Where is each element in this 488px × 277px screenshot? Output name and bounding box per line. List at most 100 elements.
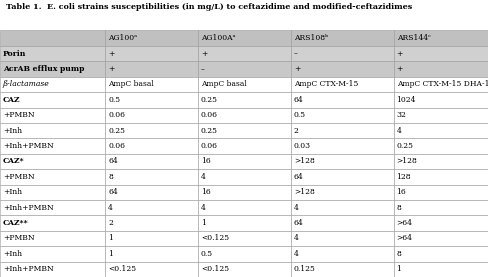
Text: 1: 1 xyxy=(396,265,401,273)
Bar xyxy=(105,46,198,61)
Text: AmpC basal: AmpC basal xyxy=(201,80,246,88)
Bar xyxy=(105,246,198,261)
Bar xyxy=(290,246,393,261)
Text: <0.125: <0.125 xyxy=(108,265,136,273)
Bar xyxy=(105,92,198,107)
Bar xyxy=(0,200,105,216)
Bar xyxy=(393,107,488,123)
Bar xyxy=(198,261,290,277)
Bar xyxy=(0,169,105,184)
Bar xyxy=(0,107,105,123)
Bar xyxy=(0,30,105,46)
Text: >64: >64 xyxy=(396,219,412,227)
Bar xyxy=(290,61,393,77)
Bar xyxy=(290,231,393,246)
Bar xyxy=(290,184,393,200)
Bar xyxy=(393,46,488,61)
Text: +Inh+PMBN: +Inh+PMBN xyxy=(3,265,54,273)
Text: 0.06: 0.06 xyxy=(108,142,125,150)
Text: +: + xyxy=(396,65,402,73)
Text: 16: 16 xyxy=(396,188,406,196)
Text: +: + xyxy=(108,65,114,73)
Text: +PMBN: +PMBN xyxy=(3,173,35,181)
Bar xyxy=(0,61,105,77)
Text: 16: 16 xyxy=(201,188,210,196)
Bar xyxy=(290,216,393,231)
Bar xyxy=(290,77,393,92)
Text: 2: 2 xyxy=(293,127,298,135)
Bar xyxy=(105,261,198,277)
Text: 0.5: 0.5 xyxy=(108,96,120,104)
Bar xyxy=(105,169,198,184)
Bar xyxy=(198,154,290,169)
Bar xyxy=(0,46,105,61)
Bar xyxy=(0,231,105,246)
Text: <0.125: <0.125 xyxy=(201,265,229,273)
Text: 64: 64 xyxy=(293,173,303,181)
Text: 2: 2 xyxy=(108,219,113,227)
Text: 4: 4 xyxy=(293,250,298,258)
Bar xyxy=(0,246,105,261)
Text: +PMBN: +PMBN xyxy=(3,234,35,242)
Text: 0.25: 0.25 xyxy=(201,96,218,104)
Text: AG100ᵃ: AG100ᵃ xyxy=(108,34,137,42)
Bar xyxy=(393,30,488,46)
Text: 4: 4 xyxy=(293,204,298,212)
Text: 4: 4 xyxy=(108,204,113,212)
Bar xyxy=(198,216,290,231)
Text: 8: 8 xyxy=(108,173,113,181)
Text: ß-lactamase: ß-lactamase xyxy=(3,80,50,88)
Text: +Inh+PMBN: +Inh+PMBN xyxy=(3,204,54,212)
Text: +PMBN: +PMBN xyxy=(3,111,35,119)
Text: 1: 1 xyxy=(108,234,113,242)
Text: 0.25: 0.25 xyxy=(201,127,218,135)
Bar xyxy=(198,30,290,46)
Text: <0.125: <0.125 xyxy=(201,234,229,242)
Bar xyxy=(198,107,290,123)
Text: >128: >128 xyxy=(396,157,417,165)
Bar xyxy=(393,231,488,246)
Bar xyxy=(393,169,488,184)
Bar xyxy=(290,92,393,107)
Bar xyxy=(105,30,198,46)
Text: AmpC CTX-M-15 DHA-1: AmpC CTX-M-15 DHA-1 xyxy=(396,80,488,88)
Bar xyxy=(393,261,488,277)
Text: +Inh: +Inh xyxy=(3,250,22,258)
Text: 0.06: 0.06 xyxy=(108,111,125,119)
Bar xyxy=(393,216,488,231)
Bar xyxy=(290,169,393,184)
Text: 0.5: 0.5 xyxy=(293,111,305,119)
Text: 0.06: 0.06 xyxy=(201,111,218,119)
Text: 64: 64 xyxy=(108,157,118,165)
Bar xyxy=(198,184,290,200)
Bar xyxy=(290,138,393,154)
Text: 4: 4 xyxy=(293,234,298,242)
Bar xyxy=(105,77,198,92)
Text: 8: 8 xyxy=(396,204,401,212)
Text: Table 1.  E. coli strains susceptibilities (in mg/L) to ceftazidime and modified: Table 1. E. coli strains susceptibilitie… xyxy=(6,3,411,11)
Bar xyxy=(0,92,105,107)
Bar xyxy=(393,123,488,138)
Bar xyxy=(105,154,198,169)
Text: 0.03: 0.03 xyxy=(293,142,310,150)
Text: 128: 128 xyxy=(396,173,410,181)
Text: CAZ: CAZ xyxy=(3,96,20,104)
Text: 0.06: 0.06 xyxy=(201,142,218,150)
Text: +Inh: +Inh xyxy=(3,127,22,135)
Bar xyxy=(0,77,105,92)
Bar xyxy=(105,138,198,154)
Bar xyxy=(290,200,393,216)
Text: –: – xyxy=(293,50,297,58)
Text: Porin: Porin xyxy=(3,50,26,58)
Bar xyxy=(198,200,290,216)
Bar xyxy=(393,184,488,200)
Bar xyxy=(105,216,198,231)
Bar xyxy=(0,138,105,154)
Text: 64: 64 xyxy=(293,96,303,104)
Bar xyxy=(0,154,105,169)
Bar xyxy=(290,123,393,138)
Bar xyxy=(393,61,488,77)
Bar xyxy=(393,154,488,169)
Bar xyxy=(198,92,290,107)
Bar xyxy=(393,200,488,216)
